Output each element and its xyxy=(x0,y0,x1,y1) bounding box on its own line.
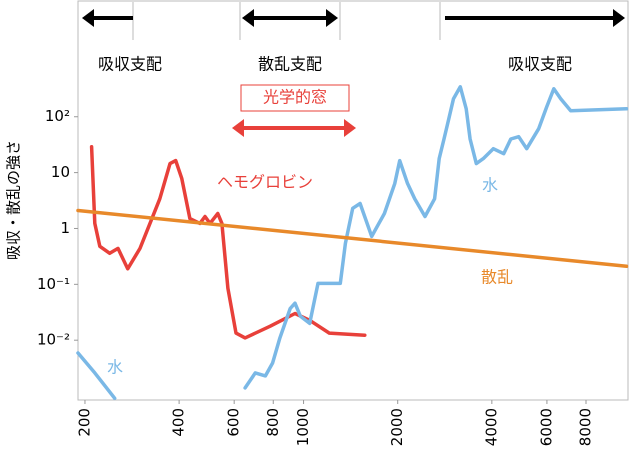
series-line xyxy=(76,351,117,401)
series-label: 水 xyxy=(482,176,498,195)
arrow-head xyxy=(326,9,338,27)
arrow-head xyxy=(613,9,625,27)
annotation: 光学的窓 xyxy=(263,88,327,107)
annotation: 散乱支配 xyxy=(258,55,322,74)
series-line xyxy=(76,208,629,269)
annotation-box xyxy=(240,84,350,112)
y-tick-label: 1 xyxy=(60,219,70,237)
annotation: 吸収支配 xyxy=(508,55,572,74)
y-tick-label: 10 xyxy=(51,163,70,181)
y-axis-label: 吸収・散乱の強さ xyxy=(5,140,23,260)
arrow-head xyxy=(344,119,356,137)
arrow-head xyxy=(232,119,244,137)
y-tick-label: 10⁻² xyxy=(37,331,70,349)
y-tick-label: 10² xyxy=(45,107,70,125)
series-line xyxy=(243,85,629,390)
x-tick-label: 600 xyxy=(225,408,243,437)
x-tick-label: 4000 xyxy=(482,408,500,446)
annotation: 吸収支配 xyxy=(98,55,162,74)
x-tick-label: 2000 xyxy=(388,408,406,446)
arrow-head xyxy=(242,9,254,27)
x-tick-label: 1000 xyxy=(294,408,312,446)
arrow-head xyxy=(82,9,94,27)
series-label: 水 xyxy=(107,358,123,377)
x-tick-label: 400 xyxy=(170,408,188,437)
plot-frame xyxy=(77,0,629,401)
x-tick-label: 6000 xyxy=(537,408,555,446)
series-label: 散乱 xyxy=(481,268,513,287)
x-tick-label: 800 xyxy=(264,408,282,437)
series-label: ヘモグロビン xyxy=(217,173,313,192)
y-tick-label: 10⁻¹ xyxy=(37,275,70,293)
x-tick-label: 8000 xyxy=(576,408,594,446)
x-tick-label: 200 xyxy=(75,408,93,437)
